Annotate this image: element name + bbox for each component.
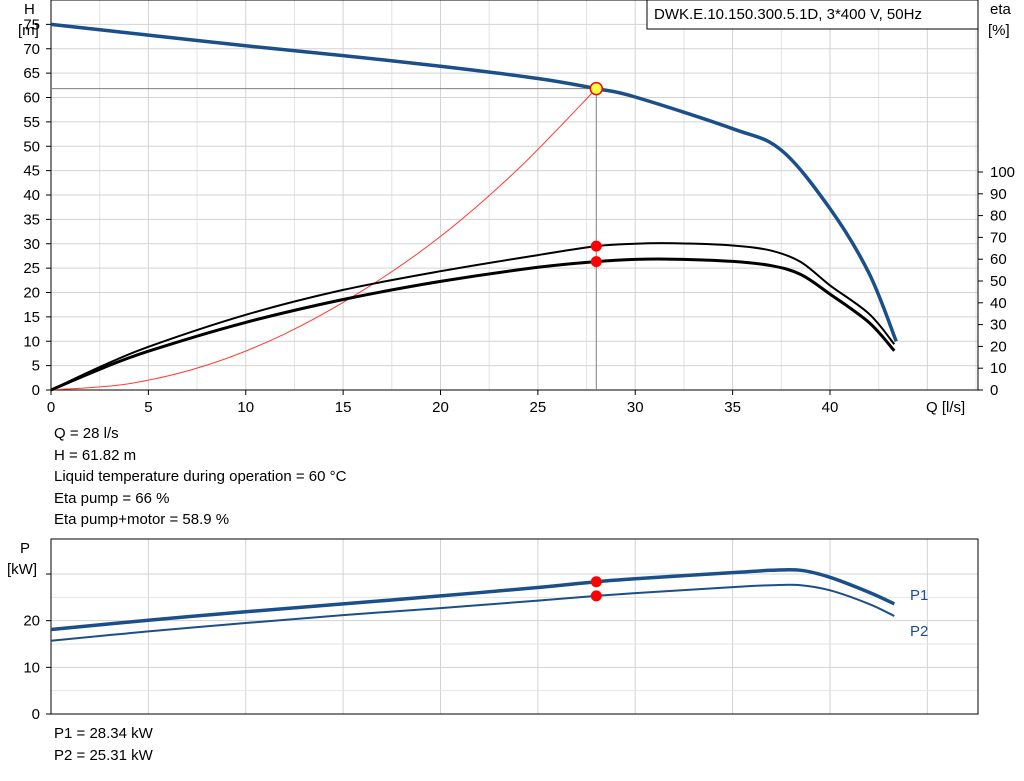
p1-duty-point xyxy=(590,576,602,588)
h-tick-label: 65 xyxy=(23,65,40,82)
system-curve xyxy=(50,88,597,391)
eta-tick-label: 0 xyxy=(990,382,998,399)
h-tick-label: 10 xyxy=(23,333,40,350)
top-grid xyxy=(51,0,978,390)
head-duty-point xyxy=(589,81,604,96)
x-axis-label: Q [l/s] xyxy=(926,399,965,416)
y-right-label-unit: [%] xyxy=(988,22,1010,39)
h-tick-label: 55 xyxy=(23,114,40,131)
p1-series-label: P1 xyxy=(910,587,928,604)
h-tick-label: 70 xyxy=(23,41,40,58)
eta-tick-label: 60 xyxy=(990,251,1007,268)
info-eta-pump: Eta pump = 66 % xyxy=(54,489,170,507)
x-tick-label: 10 xyxy=(237,399,254,416)
head-curve xyxy=(50,22,898,342)
eta-tick-label: 80 xyxy=(990,208,1007,225)
x-tick-label: 35 xyxy=(724,399,741,416)
p-tick-label: 20 xyxy=(23,613,40,630)
operating-point-info: Q = 28 l/s H = 61.82 m Liquid temperatur… xyxy=(54,423,346,531)
p2-series-label: P2 xyxy=(910,623,928,640)
eta-tick-label: 100 xyxy=(990,164,1015,181)
info-p2: P2 = 25.31 kW xyxy=(54,746,153,764)
h-tick-label: 25 xyxy=(23,260,40,277)
y-right-label-name: eta xyxy=(990,1,1012,18)
pump-title: DWK.E.10.150.300.5.1D, 3*400 V, 50Hz xyxy=(654,6,922,23)
eta-tick-label: 50 xyxy=(990,273,1007,290)
h-tick-label: 20 xyxy=(23,285,40,302)
p-tick-label: 0 xyxy=(32,706,40,723)
eta-tick-label: 20 xyxy=(990,338,1007,355)
pump-title-box xyxy=(646,0,979,30)
eta-tick-label: 90 xyxy=(990,186,1007,203)
bottom-plot-frame xyxy=(50,538,979,715)
bottom-curves xyxy=(50,567,896,642)
eta-pump-duty-point xyxy=(590,240,602,252)
h-tick-label: 35 xyxy=(23,211,40,228)
eta-tick-label: 40 xyxy=(990,295,1007,312)
info-flow: Q = 28 l/s xyxy=(54,425,119,442)
bottom-grid xyxy=(51,539,978,714)
x-tick-label: 40 xyxy=(822,399,839,416)
eta-tick-label: 70 xyxy=(990,229,1007,246)
p2-duty-point xyxy=(590,590,602,602)
eta-tick-label: 10 xyxy=(990,360,1007,377)
info-eta-pump-motor: Eta pump+motor = 58.9 % xyxy=(54,511,230,528)
top-tick-labels: 0 5 10 15 20 25 30 35 40 0 5 10 15 20 25 30 35 40 45 50 55 60… xyxy=(23,16,1015,416)
p-tick-label: 10 xyxy=(23,659,40,676)
x-tick-label: 0 xyxy=(47,399,55,416)
x-tick-label: 25 xyxy=(530,399,547,416)
top-curves xyxy=(50,22,898,392)
info-head: H = 61.82 m xyxy=(54,446,137,464)
x-tick-label: 15 xyxy=(335,399,352,416)
h-tick-label: 45 xyxy=(23,163,40,180)
p-axis-label-name: P xyxy=(20,540,30,557)
x-tick-label: 20 xyxy=(432,399,449,416)
bottom-tick-labels: 0 10 20 xyxy=(23,573,51,723)
info-p1: P1 = 28.34 kW xyxy=(54,725,153,742)
h-tick-label: 0 xyxy=(32,382,40,399)
eta-tick-label: 30 xyxy=(990,317,1007,334)
h-tick-label: 75 xyxy=(23,16,40,33)
h-tick-label: 40 xyxy=(23,187,40,204)
eta-pump-motor-duty-point xyxy=(590,256,602,268)
h-tick-label: 30 xyxy=(23,236,40,253)
x-tick-label: 30 xyxy=(627,399,644,416)
power-info: P1 = 28.34 kW P2 = 25.31 kW xyxy=(54,723,153,766)
p-axis-label-unit: [kW] xyxy=(7,561,37,578)
eta-pump-motor-curve xyxy=(50,257,896,392)
h-tick-label: 50 xyxy=(23,138,40,155)
info-liquid-temperature: Liquid temperature during operation = 60… xyxy=(54,468,347,485)
y-left-label-unit: [m] xyxy=(18,22,39,39)
h-tick-label: 5 xyxy=(32,358,40,375)
y-left-label-name: H xyxy=(24,1,35,18)
h-tick-label: 60 xyxy=(23,90,40,107)
x-tick-label: 5 xyxy=(144,399,152,416)
h-tick-label: 15 xyxy=(23,309,40,326)
